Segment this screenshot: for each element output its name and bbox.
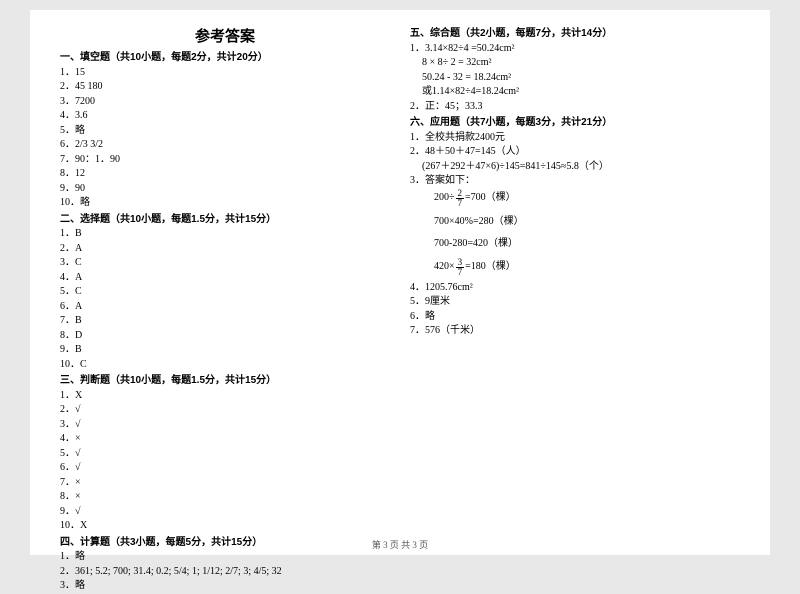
right-column: 五、综合题（共2小题，每题7分，共计14分） 1．3.14×82÷4 =50.2… [410,25,740,545]
fraction: 3 7 [456,258,465,277]
answer-item: 1．X [60,389,390,404]
answer-item: 3．C [60,256,390,271]
answer-item: 8．× [60,490,390,505]
section-1-head: 一、填空题（共10小题，每题2分，共计20分） [60,51,390,66]
answer-item: 2．√ [60,403,390,418]
answer-item: 4．A [60,271,390,286]
answer-item: 2．45 180 [60,80,390,95]
math-suffix: =700（棵） [465,190,516,206]
numerator: 2 [456,189,465,199]
answer-line: 1．全校共捐款2400元 [410,131,740,146]
answer-item: 2．A [60,242,390,257]
denominator: 7 [456,199,465,208]
answer-line: 5．9厘米 [410,295,740,310]
answer-item: 6．A [60,300,390,315]
answer-line: 3．答案如下： [410,174,740,189]
answer-item: 3．√ [60,418,390,433]
fraction: 2 7 [456,189,465,208]
answer-item: 4．× [60,432,390,447]
answer-item: 6．√ [60,461,390,476]
answer-item: 5．略 [60,124,390,139]
answer-line: 或1.14×82÷4=18.24cm² [410,85,740,100]
answer-item: 2．361; 5.2; 700; 31.4; 0.2; 5/4; 1; 1/12… [60,565,390,580]
answer-line: 8 × 8÷ 2 = 32cm² [410,56,740,71]
denominator: 7 [456,268,465,277]
answer-item: 7．× [60,476,390,491]
math-expression: 700-280=420（棵） [410,236,740,252]
answer-item: 3．7200 [60,95,390,110]
answer-item: 9．√ [60,505,390,520]
section-5-head: 五、综合题（共2小题，每题7分，共计14分） [410,27,740,42]
answer-line: 2．正：45；33.3 [410,100,740,115]
answer-item: 7．B [60,314,390,329]
page-footer: 第 3 页 共 3 页 [30,538,770,551]
page: 参考答案 一、填空题（共10小题，每题2分，共计20分） 1．15 2．45 1… [30,10,770,555]
math-suffix: =180（棵） [465,259,516,275]
left-column: 参考答案 一、填空题（共10小题，每题2分，共计20分） 1．15 2．45 1… [60,25,390,545]
answer-item: 1．B [60,227,390,242]
answer-item: 5．√ [60,447,390,462]
answer-line: 6．略 [410,310,740,325]
math-prefix: 420× [434,259,455,275]
answer-item: 10．略 [60,196,390,211]
answer-line: 2．48＋50＋47=145（人） [410,145,740,160]
answer-item: 9．90 [60,182,390,197]
section-6-head: 六、应用题（共7小题，每题3分，共计21分） [410,116,740,131]
math-expression: 200÷ 2 7 =700（棵） [410,189,740,208]
answer-item: 5．C [60,285,390,300]
answer-line: 7．576（千米） [410,324,740,339]
numerator: 3 [456,258,465,268]
math-text: 700×40%=280（棵） [434,214,524,230]
section-3-head: 三、判断题（共10小题，每题1.5分，共计15分） [60,374,390,389]
answer-item: 1．略 [60,550,390,565]
answer-item: 4．3.6 [60,109,390,124]
answer-item: 10．C [60,358,390,373]
answer-item: 8．12 [60,167,390,182]
math-prefix: 200÷ [434,190,455,206]
main-title: 参考答案 [60,25,390,46]
answer-line: 1．3.14×82÷4 =50.24cm² [410,42,740,57]
answer-line: (267＋292＋47×6)÷145=841÷145≈5.8（个） [410,160,740,175]
math-text: 700-280=420（棵） [434,236,518,252]
answer-item: 3．略 [60,579,390,594]
math-expression: 700×40%=280（棵） [410,214,740,230]
answer-line: 50.24 - 32 = 18.24cm² [410,71,740,86]
answer-item: 7．90：1．90 [60,153,390,168]
answer-item: 1．15 [60,66,390,81]
answer-item: 8．D [60,329,390,344]
answer-item: 10．X [60,519,390,534]
math-expression: 420× 3 7 =180（棵） [410,258,740,277]
answer-item: 9．B [60,343,390,358]
answer-line: 4．1205.76cm² [410,281,740,296]
section-2-head: 二、选择题（共10小题，每题1.5分，共计15分） [60,213,390,228]
answer-item: 6．2/3 3/2 [60,138,390,153]
